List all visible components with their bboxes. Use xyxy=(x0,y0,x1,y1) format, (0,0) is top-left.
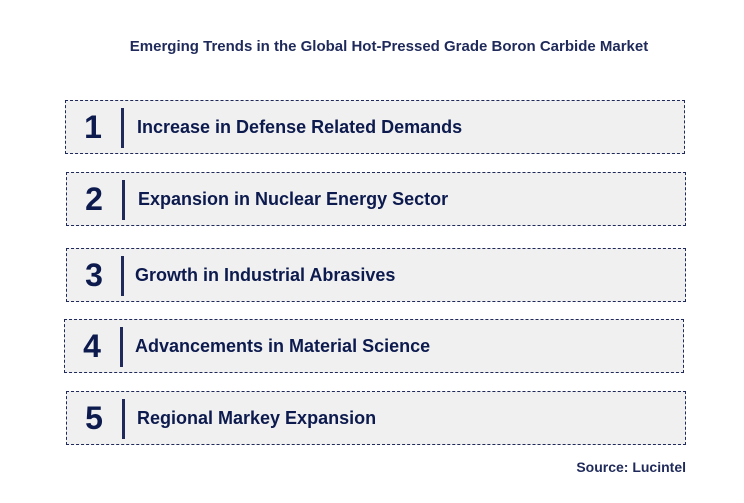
source-note: Source: Lucintel xyxy=(576,459,686,475)
trend-label-1: Increase in Defense Related Demands xyxy=(137,117,463,137)
trend-number-4: 4 xyxy=(83,328,101,364)
trend-label-5: Regional Markey Expansion xyxy=(137,408,377,428)
trend-divider-4 xyxy=(120,327,123,367)
trend-number-3: 3 xyxy=(85,257,103,293)
trend-item-2: 2 Expansion in Nuclear Energy Sector xyxy=(66,172,686,226)
trend-number-1: 1 xyxy=(84,109,102,145)
trend-number-2: 2 xyxy=(85,181,103,217)
diagram-title: Emerging Trends in the Global Hot-Presse… xyxy=(129,38,649,55)
trend-number-5: 5 xyxy=(85,400,103,436)
trend-item-3: 3 Growth in Industrial Abrasives xyxy=(66,248,686,302)
trend-label-4: Advancements in Material Science xyxy=(135,336,431,356)
trend-item-4: 4 Advancements in Material Science xyxy=(64,319,684,373)
trend-divider-2 xyxy=(122,180,125,220)
trend-label-3: Growth in Industrial Abrasives xyxy=(135,265,396,285)
trend-divider-5 xyxy=(122,399,125,439)
trend-item-1: 1 Increase in Defense Related Demands xyxy=(65,100,685,154)
trend-divider-3 xyxy=(121,256,124,296)
trend-label-2: Expansion in Nuclear Energy Sector xyxy=(138,189,449,209)
trend-item-5: 5 Regional Markey Expansion xyxy=(66,391,686,445)
trend-divider-1 xyxy=(121,108,124,148)
